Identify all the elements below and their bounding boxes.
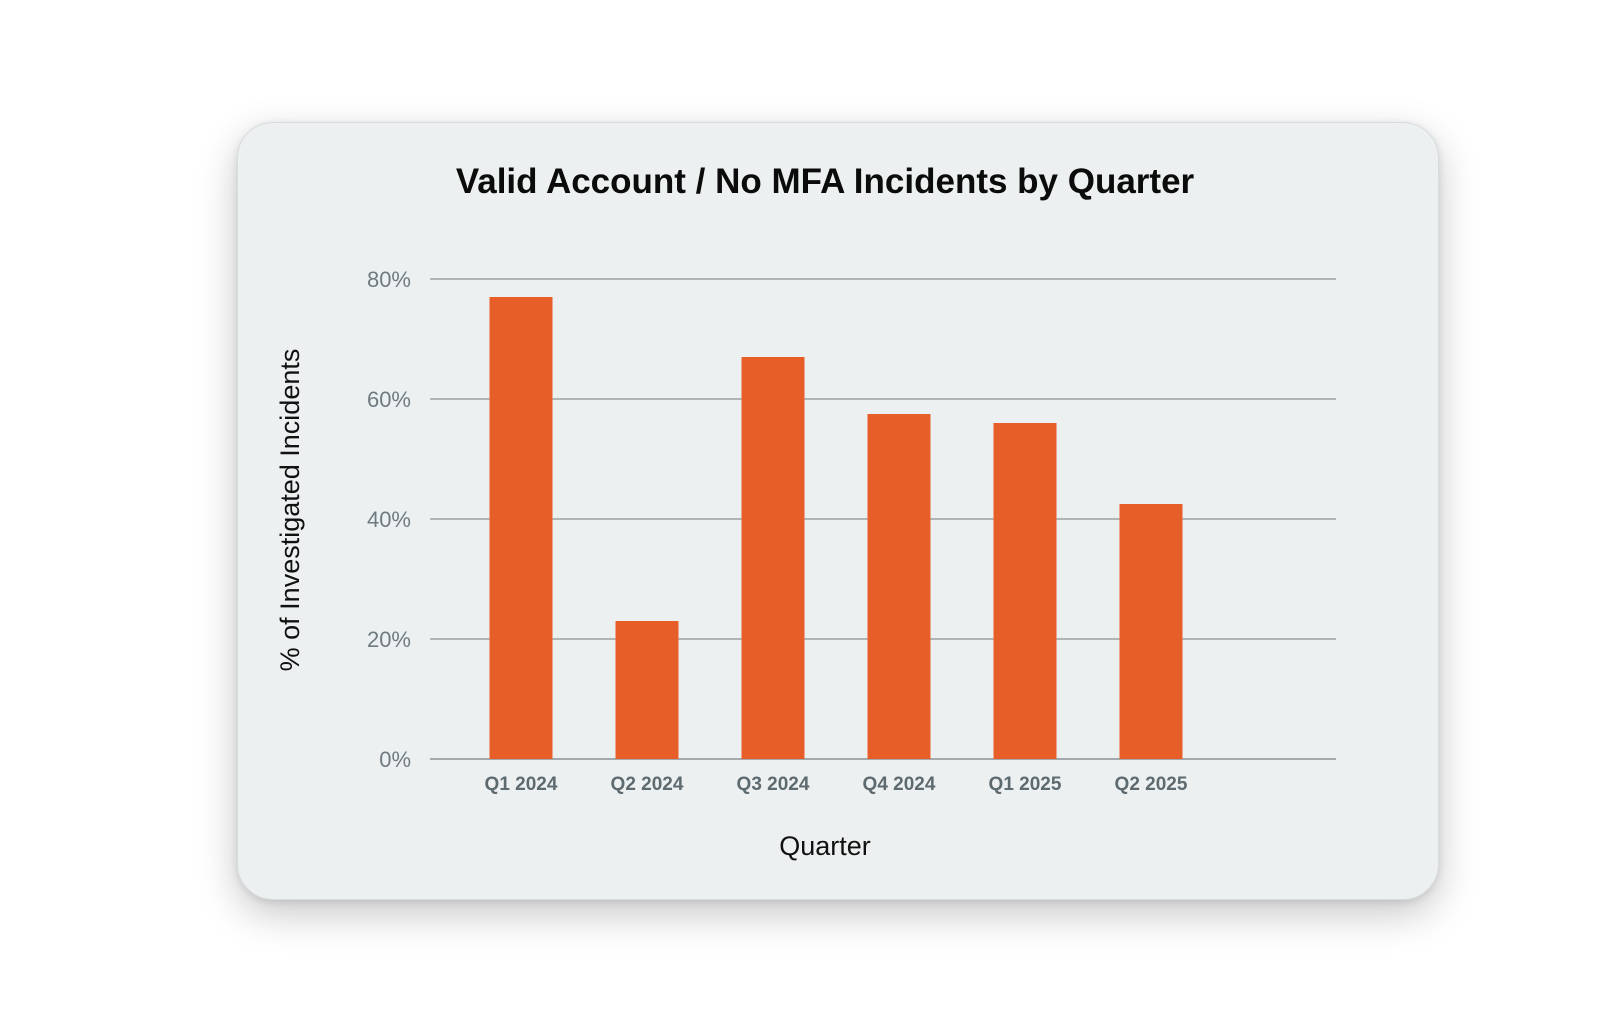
y-tick-label: 60% <box>367 387 411 412</box>
x-axis-ticks: Q1 2024 Q2 2024 Q3 2024 Q4 2024 Q1 2025 Q2 20… <box>485 774 1188 795</box>
bars <box>489 297 1183 759</box>
bar <box>615 621 679 759</box>
y-tick-label: 20% <box>367 627 411 652</box>
y-tick-label: 0% <box>379 747 411 772</box>
y-axis-ticks: 0% 20% 40% 60% 80% <box>367 267 411 772</box>
y-axis-label: % of Investigated Incidents <box>275 349 305 672</box>
bar <box>489 297 553 759</box>
bar <box>1119 504 1183 759</box>
chart-card <box>237 122 1439 900</box>
bar <box>993 423 1057 759</box>
x-tick-label: Q1 2024 <box>485 774 558 795</box>
x-axis-label: Quarter <box>779 831 871 861</box>
x-tick-label: Q3 2024 <box>737 774 810 795</box>
chart-title: Valid Account / No MFA Incidents by Quar… <box>456 162 1195 201</box>
x-tick-label: Q1 2025 <box>989 774 1062 795</box>
x-tick-label: Q4 2024 <box>863 774 936 795</box>
y-tick-label: 40% <box>367 507 411 532</box>
x-tick-label: Q2 2025 <box>1115 774 1188 795</box>
bar <box>867 414 931 759</box>
y-tick-label: 80% <box>367 267 411 292</box>
bar <box>741 357 805 759</box>
x-tick-label: Q2 2024 <box>611 774 684 795</box>
